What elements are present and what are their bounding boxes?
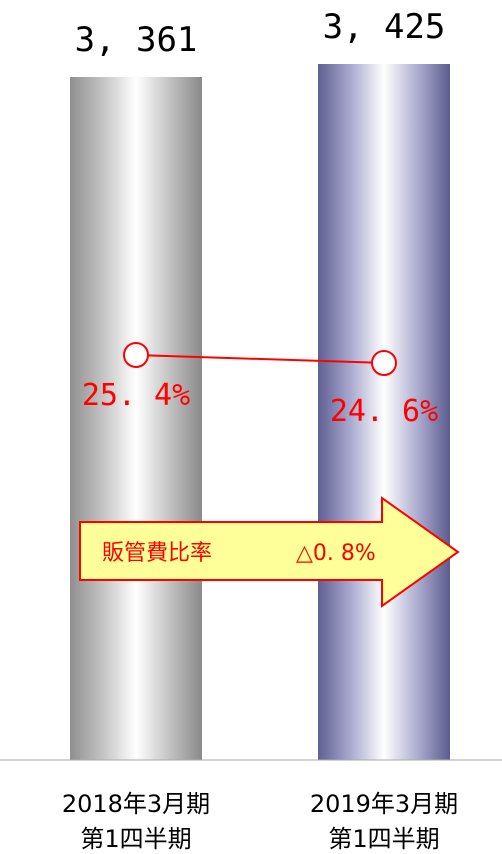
bar-value-label-1: 3, 361: [75, 20, 198, 60]
ratio-label-1: 25. 4%: [82, 378, 190, 413]
ratio-marker-1: [123, 342, 149, 368]
category-label-2-line-2: 第1四半期: [328, 825, 439, 853]
category-label-1-line-2: 第1四半期: [80, 825, 191, 853]
ratio-line: [135, 354, 385, 364]
bar-2: [318, 64, 450, 760]
category-label-2-line-1: 2019年3月期: [310, 790, 458, 818]
change-arrow: [79, 496, 460, 608]
bar-value-label-2: 3, 425: [323, 7, 446, 47]
ratio-marker-2: [371, 350, 397, 376]
category-label-1-line-1: 2018年3月期: [62, 790, 210, 818]
bar-1: [70, 77, 202, 760]
ratio-label-2: 24. 6%: [330, 394, 438, 429]
arrow-label-change: △0. 8%: [296, 541, 376, 566]
arrow-label-metric: 販管費比率: [102, 541, 212, 566]
